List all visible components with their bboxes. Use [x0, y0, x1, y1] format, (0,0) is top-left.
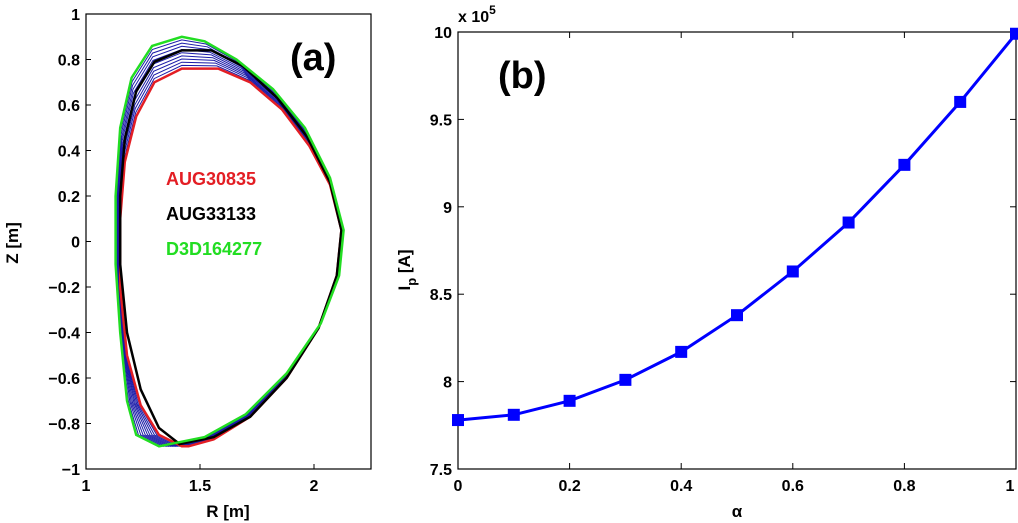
panel-b-x-label: α	[732, 502, 743, 521]
panel-b-x-tick-label: 0	[454, 478, 463, 495]
panel-a-y-tick-label: −0.8	[48, 417, 80, 434]
panel-a-y-tick-label: 1	[71, 7, 80, 24]
legend-aug33133: AUG33133	[166, 204, 256, 224]
panel-b-x-tick-label: 0.2	[558, 478, 580, 495]
panel-b-current-vs-alpha: 0 0.2 0.4 0.6 0.8 17.588.599.510 (b) x 105 α …	[395, 3, 1018, 521]
ip-marker	[507, 408, 520, 421]
panel-a-y-tick-label: −1	[62, 462, 80, 479]
panel-a-y-tick-label: 0	[71, 235, 80, 252]
panel-b-y-label: Ip [A]	[395, 249, 419, 290]
panel-b-y-tick-label: 9	[443, 200, 452, 217]
panel-a-y-tick-label: −0.2	[48, 280, 80, 297]
legend-d3d164277: D3D164277	[166, 239, 262, 259]
panel-b-y-tick-label: 9.5	[430, 112, 452, 129]
panel-a-y-label: Z [m]	[3, 222, 22, 264]
panel-b-axes-box	[457, 31, 1017, 470]
ip-marker	[898, 158, 911, 171]
legend-aug30835: AUG30835	[166, 169, 256, 189]
ip-marker	[786, 265, 799, 278]
panel-a-ticks: 1 1.5 2 −1 −0.8 −0.6 −0.4 −0.2 0 0.2 0.4 0.6 0.8 1	[48, 7, 318, 495]
panel-b-y-tick-label: 7.5	[430, 462, 452, 479]
panel-b-y-tick-label: 8.5	[430, 287, 452, 304]
panel-a-y-tick-label: 0.2	[58, 189, 80, 206]
ip-marker	[842, 216, 855, 229]
panel-a-x-label: R [m]	[206, 502, 249, 521]
ip-marker	[1010, 27, 1018, 40]
ip-marker	[675, 345, 688, 358]
panel-a-x-tick-label: 1.5	[189, 478, 211, 495]
panel-b-y-tick-label: 10	[434, 25, 452, 42]
panel-b-ticks: 0 0.2 0.4 0.6 0.8 1 7.5 8 8.5 9 9.5 10	[430, 25, 1017, 495]
contour-aug33133	[118, 49, 343, 446]
panel-b-y-exponent: x 105	[458, 3, 496, 26]
panel-b-x-tick-label: 0.8	[893, 478, 915, 495]
panel-a-y-tick-label: 0.6	[58, 98, 80, 115]
panel-b-y-tick-label: 8	[443, 375, 452, 392]
panel-a-x-tick-label: 1	[82, 478, 91, 495]
ip-marker	[954, 95, 967, 108]
panel-a-main-contours	[114, 35, 345, 448]
panel-a-y-tick-label: 0.8	[58, 53, 80, 70]
ip-marker	[563, 394, 576, 407]
panel-b-x-tick-label: 0.6	[782, 478, 804, 495]
exponent-power: 5	[489, 3, 496, 17]
panel-b-x-tick-label: 1	[1006, 478, 1015, 495]
exponent-base: x 10	[458, 9, 489, 26]
panel-a-x-tick-label: 2	[310, 478, 319, 495]
panel-a-plasma-shapes: 1 1.5 2 −1 −0.8 −0.6 −0.4 −0.2 0 0.2 0.4 0.6 0.8 1 (a…	[3, 7, 372, 521]
panel-a-tag: (a)	[290, 37, 336, 79]
ip-series-markers	[452, 27, 1018, 427]
panel-a-y-tick-label: −0.6	[48, 371, 80, 388]
ylabel-main: I	[395, 286, 414, 291]
panel-a-y-tick-label: 0.4	[58, 144, 80, 161]
ip-marker	[731, 309, 743, 322]
panel-b-x-tick-label: 0.4	[670, 478, 692, 495]
ylabel-unit: [A]	[395, 249, 414, 277]
ip-marker	[452, 414, 464, 427]
ylabel-sub: p	[404, 278, 419, 286]
panel-b-tag: (b)	[498, 55, 547, 97]
panel-a-y-tick-label: −0.4	[48, 326, 80, 343]
ip-marker	[619, 373, 632, 386]
contour-d3d164277	[114, 35, 345, 448]
